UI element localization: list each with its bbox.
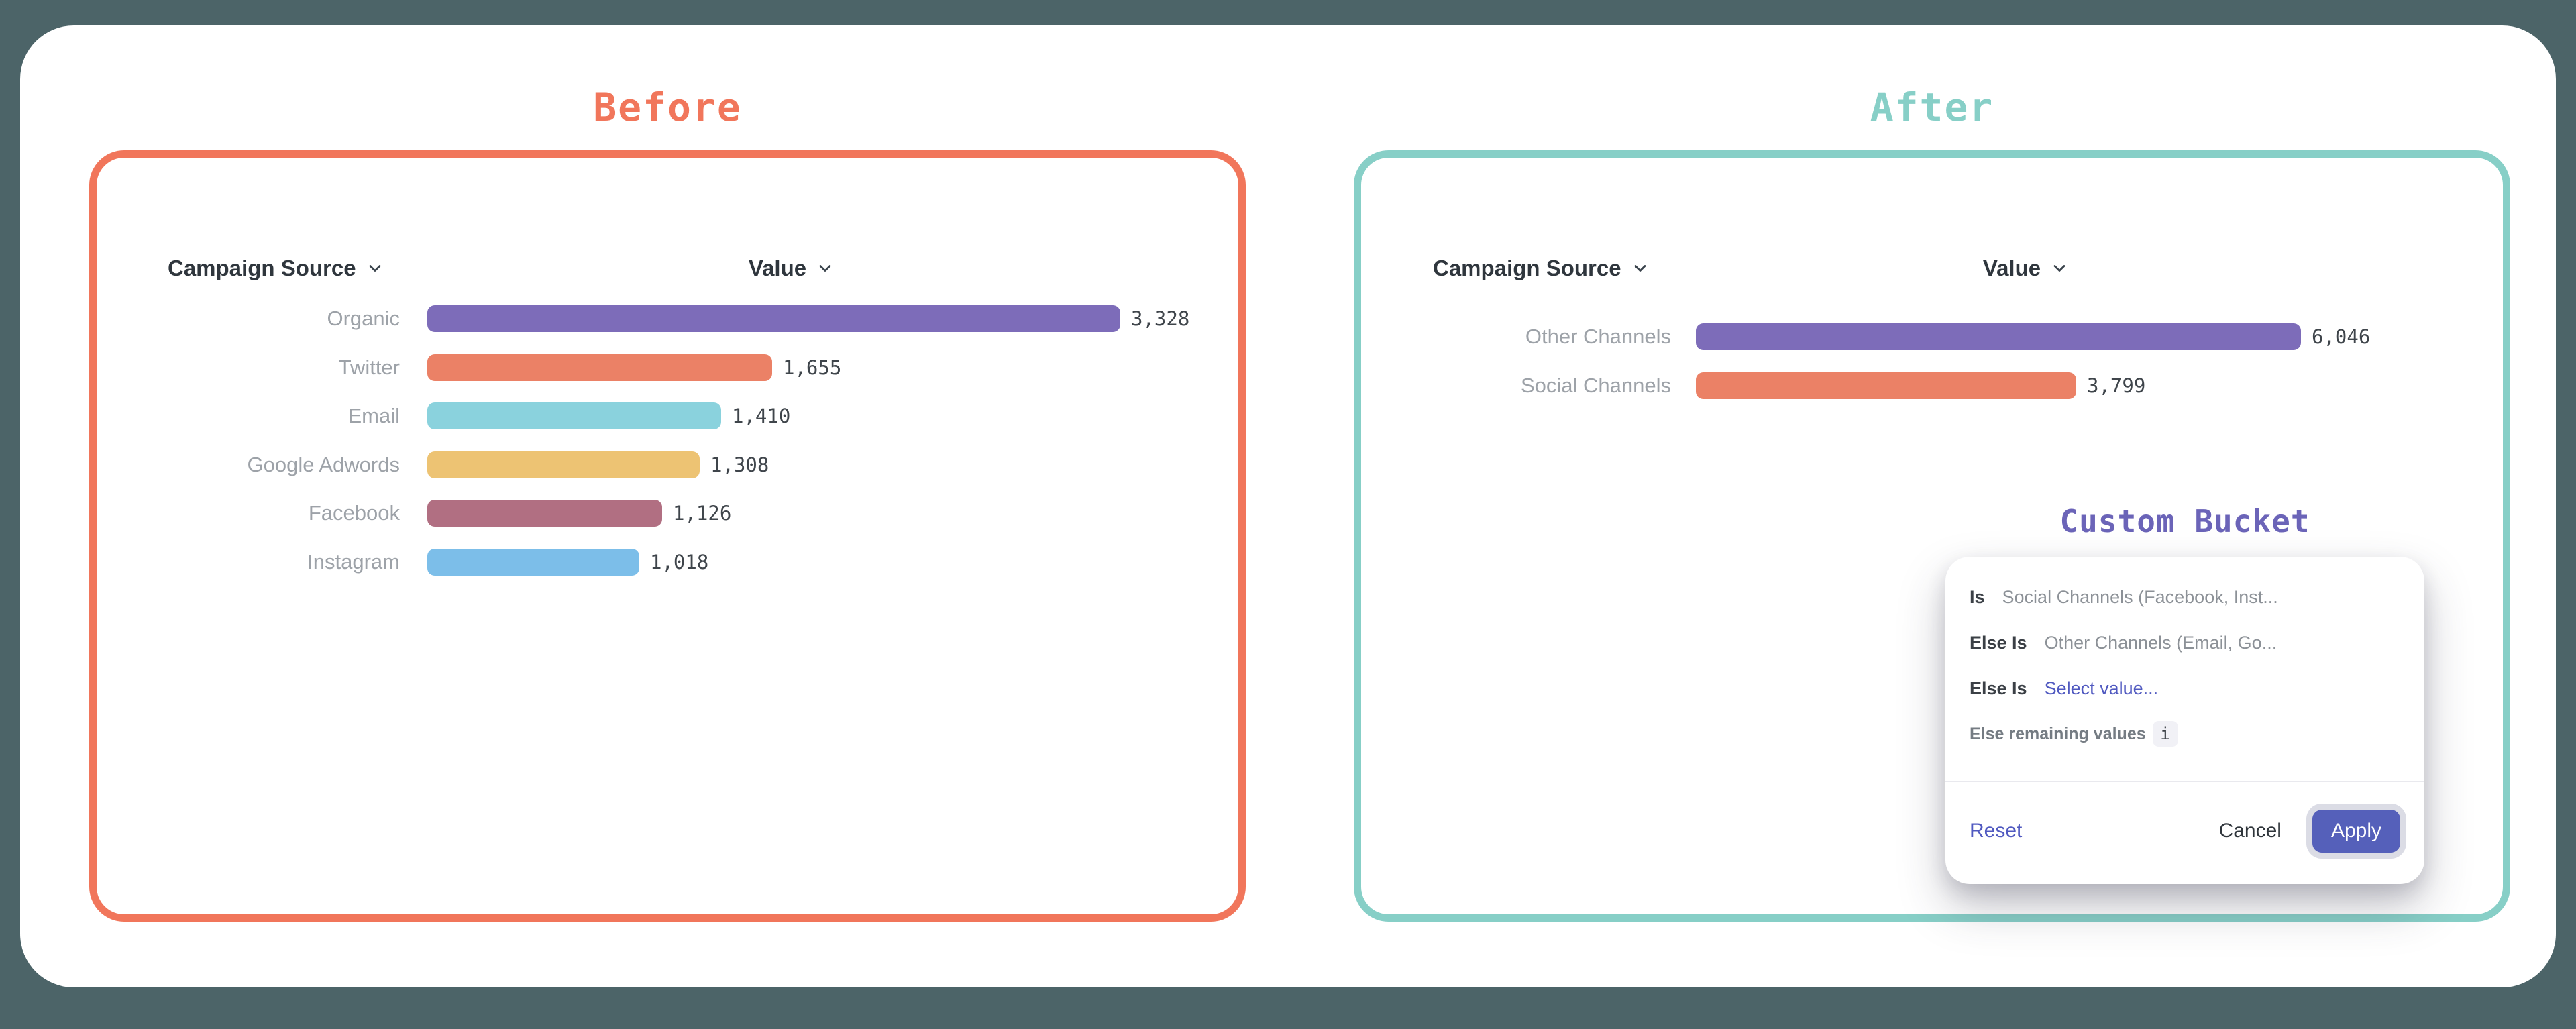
row-label: Google Adwords	[247, 452, 400, 476]
row-label: Instagram	[307, 549, 400, 574]
bar-value-label: 3,328	[1131, 307, 1190, 331]
bar[interactable]	[427, 500, 662, 527]
bar[interactable]	[427, 305, 1120, 333]
row-label: Email	[347, 404, 400, 428]
before-value-header[interactable]: Value	[718, 251, 865, 286]
row-label: Twitter	[338, 355, 400, 379]
bar-value-label: 1,018	[650, 550, 709, 574]
table-row: Organic 3,328	[168, 294, 1241, 343]
bucket-rule-row: Else Is Select value...	[1970, 665, 2400, 711]
row-label: Other Channels	[1525, 324, 1671, 348]
table-row: Google Adwords 1,308	[168, 441, 1241, 490]
bucket-condition-label: Else Is	[1970, 632, 2027, 653]
chevron-down-icon	[1634, 265, 1646, 272]
after-panel	[1354, 150, 2510, 922]
chevron-down-icon	[369, 265, 380, 272]
bar-value-label: 1,126	[673, 502, 732, 525]
before-value-header-label: Value	[748, 256, 807, 280]
apply-button[interactable]: Apply	[2312, 810, 2400, 853]
row-label: Facebook	[308, 501, 400, 525]
before-title: Before	[593, 85, 742, 130]
bar[interactable]	[1696, 323, 2301, 350]
bar-value-label: 1,655	[783, 356, 842, 379]
bar-value-label: 6,046	[2312, 325, 2371, 348]
before-campaign-source-header[interactable]: Campaign Source	[168, 251, 384, 286]
row-label: Social Channels	[1520, 373, 1671, 397]
row-label: Organic	[327, 307, 400, 331]
bucket-rule-row: Is Social Channels (Facebook, Inst...	[1970, 574, 2400, 620]
bar-value-label: 1,308	[710, 453, 769, 476]
cancel-button[interactable]: Cancel	[2218, 820, 2282, 842]
after-value-header-label: Value	[1982, 256, 2041, 280]
reset-button[interactable]: Reset	[1970, 820, 2023, 842]
chevron-down-icon	[819, 265, 831, 272]
before-campaign-source-header-label: Campaign Source	[168, 256, 356, 280]
bucket-rule-row: Else remaining values i	[1970, 711, 2400, 757]
info-icon[interactable]: i	[2152, 721, 2178, 747]
bucket-condition-label: Is	[1970, 586, 1985, 607]
before-bar-chart: Organic 3,328 Twitter 1,655 Email 1,410 Google…	[168, 294, 1241, 586]
content-card: Before After Campaign Source Value Campa…	[20, 25, 2556, 987]
bucket-rule-row: Else Is Other Channels (Email, Go...	[1970, 620, 2400, 665]
bar[interactable]	[427, 354, 772, 381]
bar[interactable]	[427, 548, 639, 576]
table-row: Twitter 1,655	[168, 343, 1241, 392]
bar[interactable]	[1696, 372, 2076, 399]
after-campaign-source-header[interactable]: Campaign Source	[1433, 251, 1650, 286]
bucket-value-field[interactable]: Other Channels (Email, Go...	[2044, 632, 2277, 653]
table-row: Email 1,410	[168, 392, 1241, 441]
dialog-footer: Reset Cancel Apply	[1970, 782, 2400, 880]
bar-value-label: 1,410	[732, 404, 791, 428]
table-row: Social Channels 3,799	[1433, 361, 2506, 410]
bucket-condition-label: Else Is	[1970, 678, 2027, 698]
custom-bucket-dialog: Is Social Channels (Facebook, Inst... El…	[1945, 557, 2424, 884]
table-row: Facebook 1,126	[168, 489, 1241, 538]
before-panel	[89, 150, 1246, 922]
table-row: Other Channels 6,046	[1433, 312, 2506, 361]
bucket-select-value-link[interactable]: Select value...	[2044, 678, 2159, 698]
after-bar-chart: Other Channels 6,046 Social Channels 3,799	[1433, 312, 2506, 410]
after-title: After	[1870, 85, 1994, 130]
after-value-header[interactable]: Value	[1952, 251, 2100, 286]
chevron-down-icon	[2053, 265, 2065, 272]
bar[interactable]	[427, 451, 700, 478]
bar[interactable]	[427, 402, 721, 430]
bucket-remaining-values-label: Else remaining values	[1970, 724, 2146, 743]
custom-bucket-title: Custom Bucket	[2059, 503, 2310, 539]
table-row: Instagram 1,018	[168, 538, 1241, 587]
bucket-value-field[interactable]: Social Channels (Facebook, Inst...	[2002, 586, 2278, 607]
after-campaign-source-header-label: Campaign Source	[1433, 256, 1621, 280]
dialog-divider	[1945, 781, 2424, 782]
bar-value-label: 3,799	[2087, 374, 2146, 397]
